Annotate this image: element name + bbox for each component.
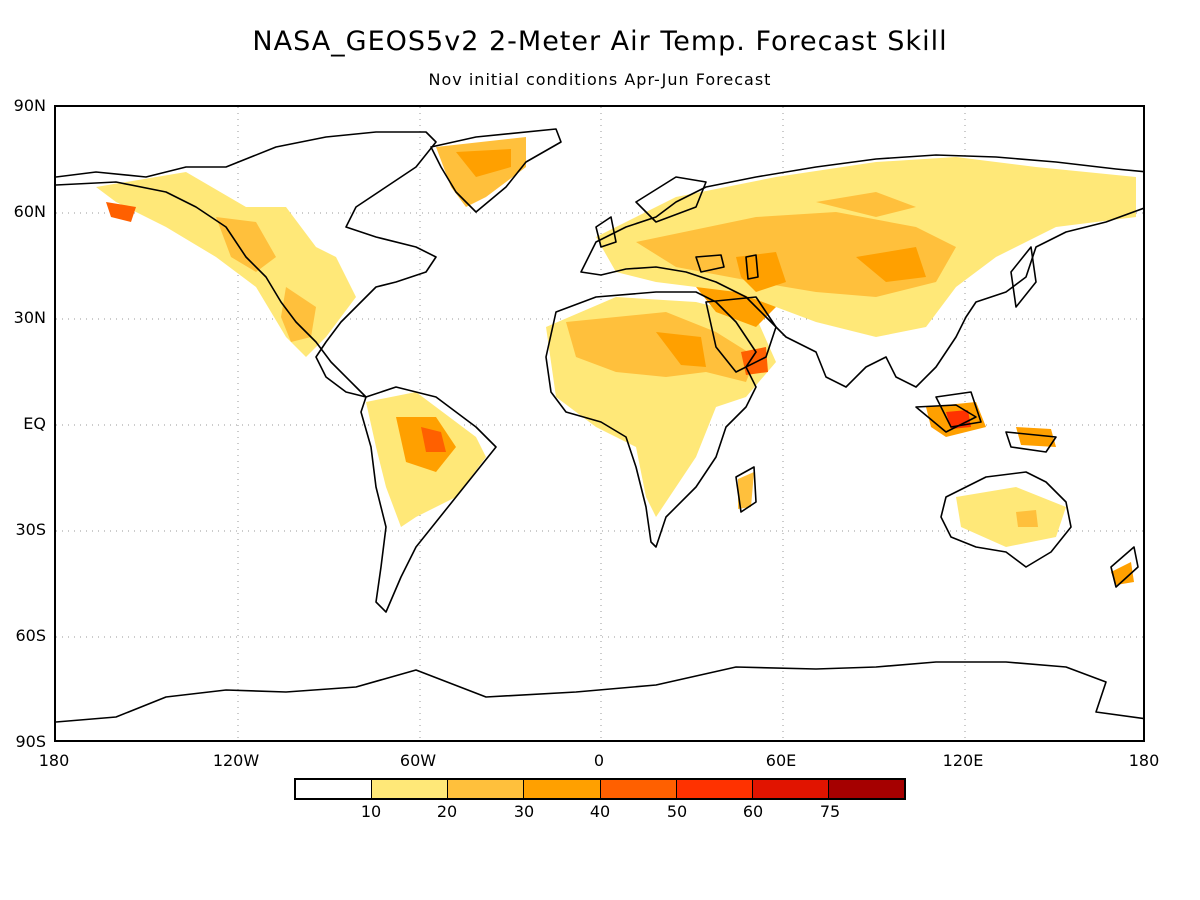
colorbar-tick: 40 — [589, 802, 611, 821]
skill-shading — [96, 137, 1136, 585]
lat-label-60s: 60S — [15, 626, 46, 645]
colorbar-bin — [448, 780, 525, 798]
world-map-canvas — [56, 107, 1143, 740]
colorbar-tick: 10 — [360, 802, 382, 821]
colorbar-bin — [372, 780, 449, 798]
lat-label-60n: 60N — [13, 202, 46, 221]
lon-label-0: 0 — [593, 751, 605, 770]
colorbar-tick: 60 — [742, 802, 764, 821]
lon-label-60e: 60E — [765, 751, 797, 770]
map-subtitle: Nov initial conditions Apr-Jun Forecast — [428, 70, 772, 89]
coastlines — [56, 128, 1143, 723]
lon-label-180e: 180 — [1128, 751, 1160, 770]
colorbar-bin — [676, 780, 753, 798]
colorbar-bin — [828, 780, 904, 798]
lon-label-180w: 180 — [38, 751, 70, 770]
lat-label-30n: 30N — [13, 308, 46, 327]
world-map — [54, 105, 1145, 742]
colorbar-tick: 20 — [436, 802, 458, 821]
colorbar-bin — [752, 780, 829, 798]
lon-label-120e: 120E — [942, 751, 984, 770]
colorbar-tick: 50 — [666, 802, 688, 821]
lat-label-90s: 90S — [15, 732, 46, 751]
lon-label-60w: 60W — [399, 751, 437, 770]
map-title: NASA_GEOS5v2 2-Meter Air Temp. Forecast … — [252, 26, 948, 57]
colorbar-tick: 75 — [819, 802, 841, 821]
colorbar-bin — [524, 780, 601, 798]
lat-label-30s: 30S — [15, 520, 46, 539]
colorbar-tick: 30 — [513, 802, 535, 821]
lat-label-90n: 90N — [13, 96, 46, 115]
colorbar-bin — [600, 780, 677, 798]
lon-label-120w: 120W — [212, 751, 260, 770]
colorbar-bin — [296, 780, 373, 798]
colorbar — [294, 778, 906, 800]
lat-label-eq: EQ — [23, 414, 46, 433]
